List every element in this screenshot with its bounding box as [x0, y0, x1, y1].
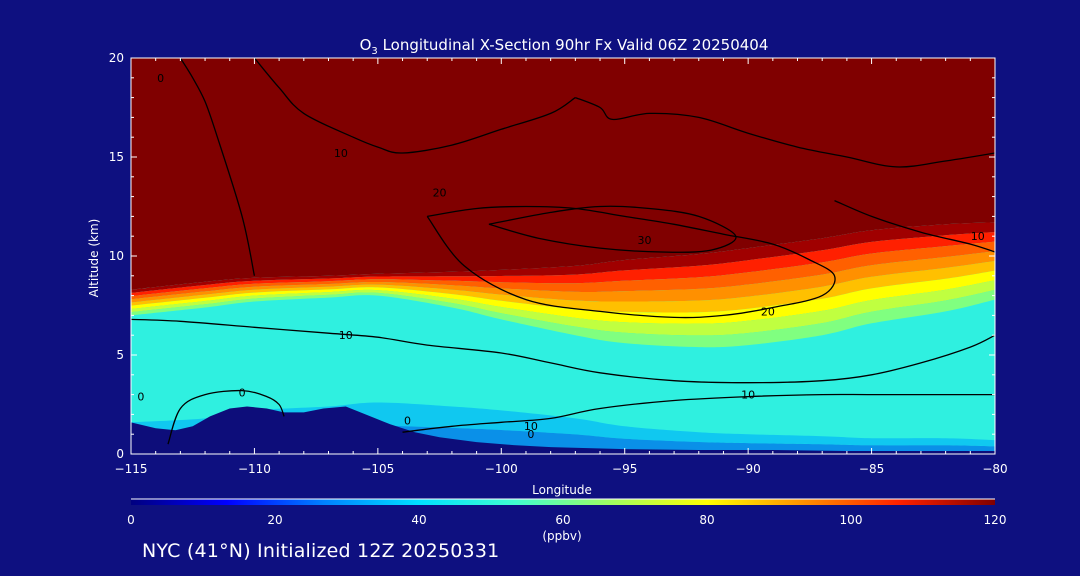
contour-label: 10 [524, 420, 538, 433]
ozone-band-5 [131, 261, 995, 313]
y-tick-label: 10 [109, 249, 124, 263]
contour-label: 10 [741, 389, 755, 402]
ozone-band-2 [131, 232, 995, 297]
contour-label: 10 [339, 329, 353, 342]
chart-title: O3 Longitudinal X-Section 90hr Fx Valid … [360, 36, 769, 57]
y-axis: 0 5 10 15 20 [109, 51, 995, 461]
x-tick-label: −100 [485, 462, 518, 476]
colorbar-tick-label: 80 [699, 513, 714, 527]
contour-line-7 [575, 96, 995, 168]
x-tick-label: −110 [238, 462, 271, 476]
colorbar-tick-label: 40 [411, 513, 426, 527]
contour-line-3 [402, 393, 995, 433]
x-tick-label: −90 [735, 462, 760, 476]
contour-label: 0 [137, 391, 144, 404]
x-axis-label: Longitude [532, 483, 592, 497]
y-axis-label: Altitude (km) [87, 219, 101, 298]
colorbar-gradient [131, 499, 995, 505]
x-tick-label: −85 [859, 462, 884, 476]
contour-line-5 [488, 205, 737, 253]
ozone-band-7 [131, 280, 995, 336]
contour-label: 20 [433, 187, 447, 200]
contour-label: 10 [971, 230, 985, 243]
colorbar-units-label: (ppbv) [542, 529, 581, 543]
colorbar-tick-label: 60 [555, 513, 570, 527]
colorbar-tick-label: 20 [267, 513, 282, 527]
y-tick-label: 15 [109, 150, 124, 164]
ozone-band-4 [131, 251, 995, 303]
ozone-band-3 [131, 241, 995, 300]
contour-label: 0 [157, 72, 164, 85]
x-tick-label: −80 [982, 462, 1007, 476]
contour-line-6 [253, 58, 576, 154]
x-tick-label: −95 [612, 462, 637, 476]
colorbar-tick-label: 120 [984, 513, 1007, 527]
contour-line-8 [834, 200, 995, 253]
x-tick-label: −115 [115, 462, 148, 476]
footer-initialization-text: NYC (41°N) Initialized 12Z 20250331 [142, 540, 500, 562]
contour-line-9 [179, 58, 256, 276]
colorbar-tick-label: 100 [840, 513, 863, 527]
colorbar: 0 20 40 60 80 100 120 [127, 498, 1007, 527]
contour-label: 0 [527, 428, 534, 441]
stratosphere-fill [131, 58, 995, 290]
y-tick-label: 20 [109, 51, 124, 65]
colorbar-tick-label: 0 [127, 513, 135, 527]
ozone-band-1 [131, 222, 995, 293]
x-axis: −115 −110 −105 −100 −95 −90 −85 −80 [115, 58, 1008, 476]
contour-lines [131, 58, 995, 445]
contour-label: 0 [239, 387, 246, 400]
contour-label: 10 [334, 147, 348, 160]
contour-line-2 [167, 389, 285, 445]
y-tick-label: 0 [116, 447, 124, 461]
x-tick-label: −105 [361, 462, 394, 476]
contour-label: 0 [404, 414, 411, 427]
ozone-band-8 [131, 289, 995, 348]
contour-label: 30 [637, 234, 651, 247]
contour-line-1 [131, 318, 995, 384]
y-tick-label: 5 [116, 348, 124, 362]
terrain [131, 406, 995, 454]
ozone-band-6 [131, 270, 995, 324]
contour-label: 20 [761, 305, 775, 318]
